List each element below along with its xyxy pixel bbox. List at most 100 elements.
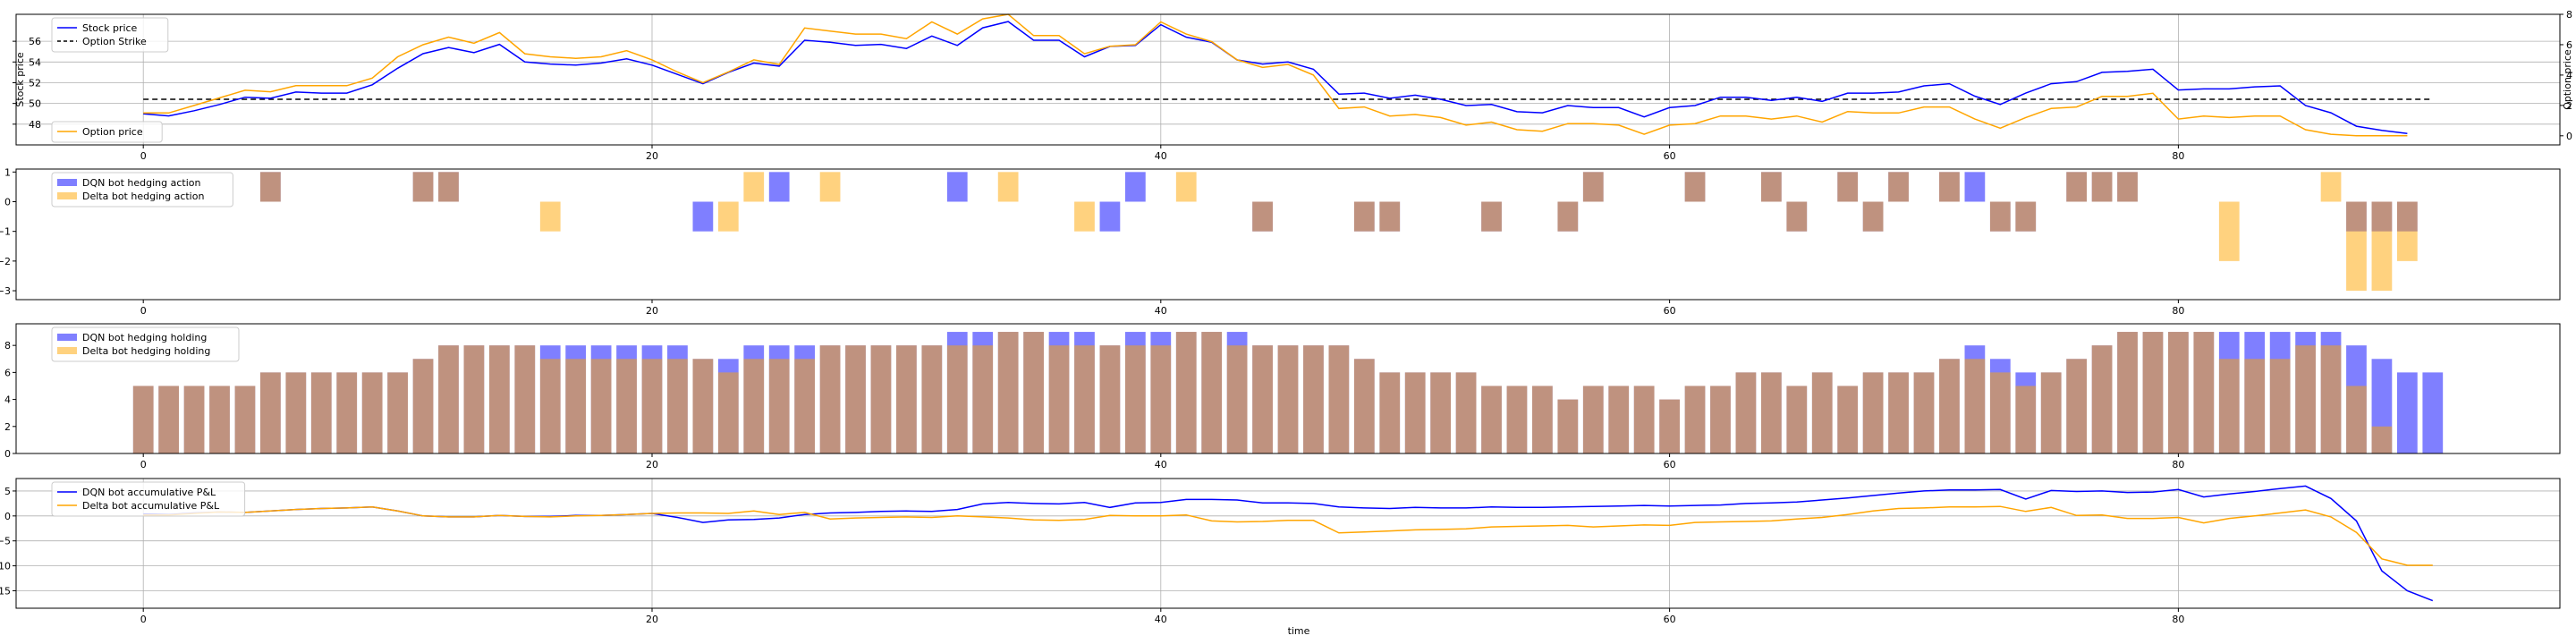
right-tick-label: 0 (2566, 131, 2572, 142)
bar (2117, 332, 2138, 453)
y-tick-label: 0 (4, 197, 11, 208)
bar (1430, 372, 1452, 453)
x-tick-label: 40 (1155, 150, 1167, 162)
bar (2218, 201, 2240, 261)
bar (1150, 345, 1172, 453)
bar (1684, 386, 1706, 453)
bar (2117, 172, 2138, 202)
bar (743, 359, 765, 453)
bar (1862, 372, 1884, 453)
bar (361, 372, 383, 453)
bar (310, 372, 332, 453)
bar (819, 172, 841, 202)
bar (692, 201, 714, 232)
bar (2142, 332, 2164, 453)
bar (1760, 372, 1782, 453)
legend-option: Option price (51, 121, 163, 143)
bar (1379, 201, 1401, 232)
legend-4: DQN bot accumulative P&L Delta bot accumu… (51, 481, 246, 517)
y-tick-label: 52 (29, 77, 41, 89)
legend-box (51, 326, 240, 362)
y-tick-label: 6 (4, 367, 11, 378)
x-tick-label: 0 (140, 150, 147, 162)
x-tick-label: 80 (2172, 305, 2184, 317)
bar (1888, 372, 1909, 453)
legend-entry: DQN bot hedging holding (82, 332, 207, 343)
bar (2168, 332, 2189, 453)
bar (794, 359, 816, 453)
bar (1074, 201, 1095, 232)
bar (463, 345, 485, 453)
y-tick-label: −15 (0, 585, 11, 597)
legend-entry: Delta bot accumulative P&L (82, 500, 220, 512)
left-axis-label: Stock price (14, 52, 26, 107)
series-line-1 (143, 485, 2434, 602)
x-tick-label: 80 (2172, 150, 2184, 162)
axes-frame (15, 168, 2561, 301)
x-tick-label: 20 (646, 150, 658, 162)
bar (1837, 172, 1859, 202)
bar (1989, 372, 2011, 453)
y-tick-label: 2 (4, 421, 11, 433)
bar (158, 386, 180, 453)
y-tick-label: 54 (29, 56, 41, 68)
bar (1404, 372, 1426, 453)
bar (2040, 372, 2062, 453)
bar (2015, 386, 2037, 453)
bar (921, 345, 943, 453)
bar (1099, 345, 1121, 453)
y-tick-label: 1 (4, 166, 11, 178)
series-line-2 (143, 505, 2433, 566)
bar (2066, 172, 2088, 202)
bar (667, 359, 688, 453)
bar (1481, 201, 1502, 232)
legend-box (51, 481, 246, 517)
bar (2244, 359, 2266, 453)
x-tick-label: 40 (1155, 459, 1167, 470)
bar (1303, 345, 1324, 453)
bar (2193, 332, 2215, 453)
bar (2396, 201, 2418, 261)
y-tick-label: −5 (0, 536, 11, 547)
legend-box (51, 17, 169, 53)
bar (260, 172, 281, 202)
panel-1: 0 2 4 6 8 Option price Stock price 0 20 40 60 80 48 5… (13, 9, 2573, 162)
bar (2091, 345, 2113, 453)
x-tick-label: 20 (646, 614, 658, 625)
bar (1481, 386, 1502, 453)
bar (1735, 372, 1757, 453)
bar (412, 172, 434, 202)
x-tick-label: 60 (1664, 614, 1676, 625)
bar (2346, 386, 2367, 453)
bar (412, 359, 434, 453)
bar (768, 359, 790, 453)
bar (1277, 345, 1299, 453)
bar (641, 359, 663, 453)
bar (387, 372, 408, 453)
bar (743, 172, 765, 202)
bar (717, 372, 739, 453)
bar (539, 201, 561, 232)
legend-swatch (57, 192, 77, 199)
bar (438, 345, 459, 453)
y-tick-label: 50 (29, 98, 41, 110)
bar (2295, 345, 2316, 453)
bar (1506, 386, 1528, 453)
bar (1582, 172, 1604, 202)
x-tick-label: 60 (1664, 305, 1676, 317)
bar (1684, 172, 1706, 202)
legend-swatch (57, 334, 77, 341)
bar (2218, 359, 2240, 453)
bar (285, 372, 307, 453)
bar (1328, 345, 1350, 453)
bar (514, 345, 536, 453)
bar (997, 332, 1019, 453)
legend-swatch (57, 347, 77, 354)
bar (1786, 386, 1808, 453)
right-tick-label: 4 (2566, 70, 2572, 81)
legend-2: DQN bot hedging action Delta bot hedging … (51, 172, 233, 208)
bar (2320, 345, 2342, 453)
x-tick-label: 20 (646, 305, 658, 317)
x-tick-label: 80 (2172, 459, 2184, 470)
y-tick-label: −3 (0, 285, 11, 297)
